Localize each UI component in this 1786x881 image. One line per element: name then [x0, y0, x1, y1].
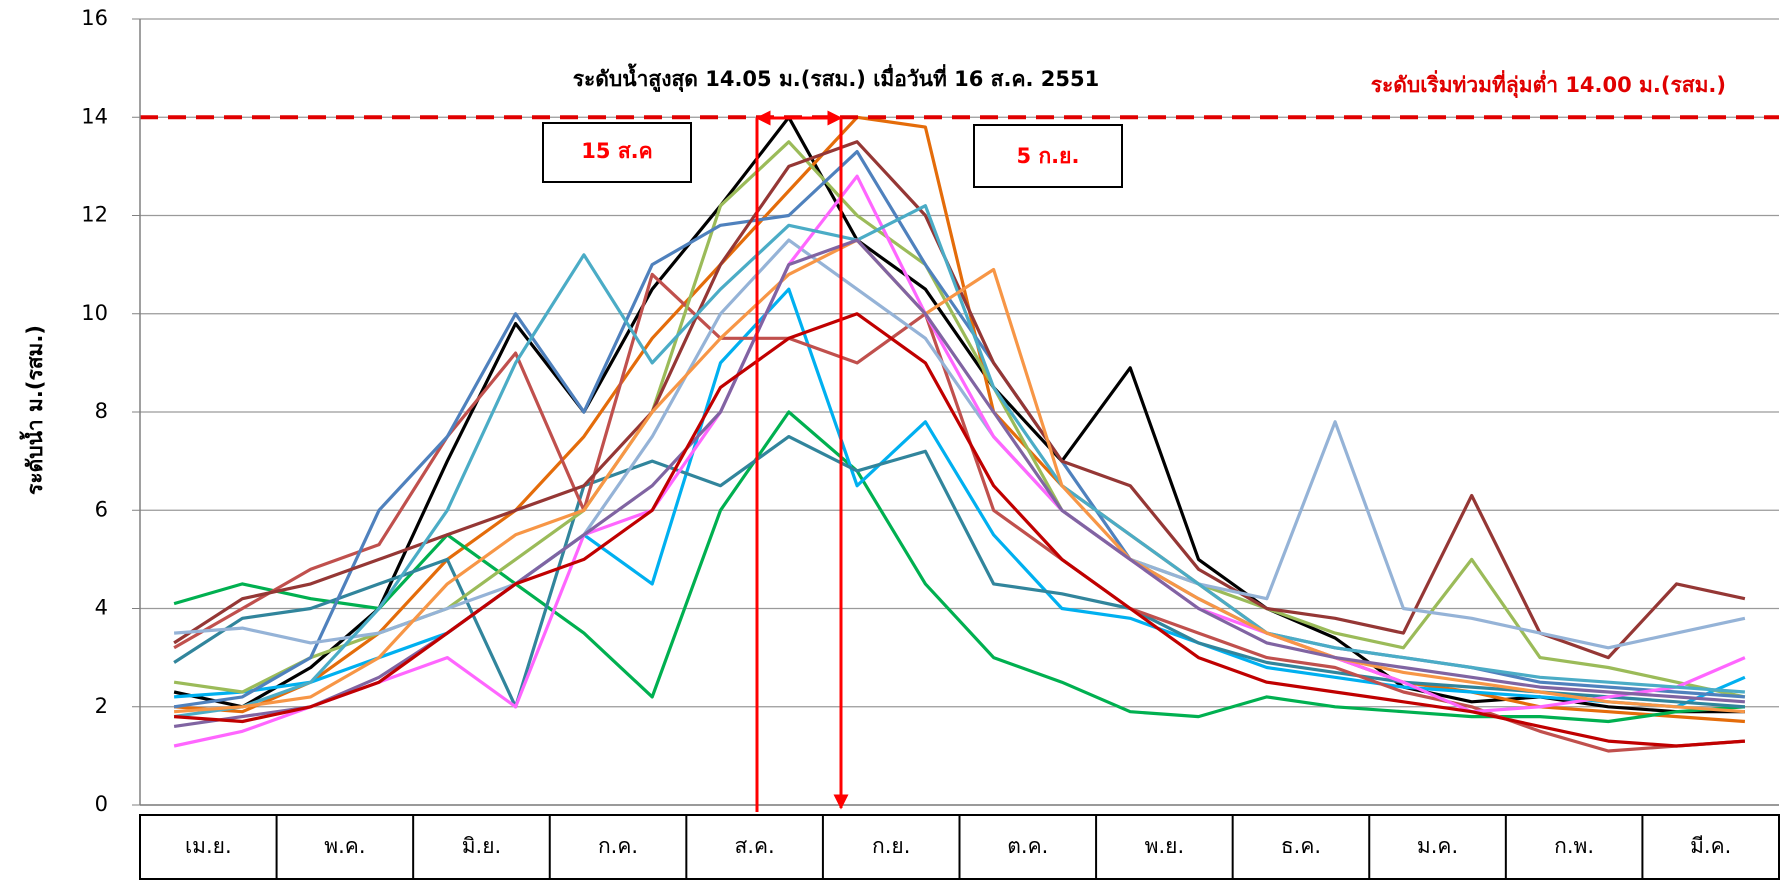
x-tick-label: มิ.ย.: [462, 834, 502, 858]
x-tick-label: ก.พ.: [1554, 834, 1594, 858]
x-tick-label: ต.ค.: [1007, 834, 1048, 858]
series-line: [173, 140, 1746, 660]
marker-label: 5 ก.ย.: [1017, 144, 1080, 168]
series-line: [173, 115, 1746, 724]
marker-box: [542, 122, 692, 183]
y-tick-label: 6: [95, 497, 108, 521]
y-tick-label: 2: [95, 694, 108, 718]
x-tick-label: ก.ค.: [598, 834, 638, 858]
y-tick-label: 10: [81, 301, 108, 325]
lines: [173, 115, 1746, 753]
month-table: เม.ย. พ.ค. มิ.ย. ก.ค. ส.ค. ก.ย. ต.ค. พ.ย. ธ.ค. ม.…: [139, 814, 1780, 880]
series-line: [173, 115, 1745, 714]
marker-box: [973, 124, 1123, 188]
x-tick-label: ม.ค.: [1417, 834, 1458, 858]
series-line: [173, 238, 1746, 650]
series-line: [173, 204, 1746, 719]
x-tick-label: เม.ย.: [185, 834, 232, 858]
y-tick-label: 4: [95, 596, 108, 620]
x-tick-label: มี.ค.: [1690, 834, 1731, 858]
series-line: [173, 410, 1746, 724]
x-tick-label: พ.ค.: [324, 834, 365, 858]
y-axis-label: ระดับน้ำ ม.(รสม.): [19, 325, 47, 495]
threshold-label: ระดับเริ่มท่วมที่ลุ่มต่ำ 14.00 ม.(รสม.): [1371, 69, 1726, 99]
annotation: ระดับน้ำสูงสุด 14.05 ม.(รสม.) เมื่อวันที…: [573, 63, 1100, 93]
x-tick-label: ก.ย.: [872, 834, 910, 858]
marker-label: 15 ส.ค: [581, 139, 652, 163]
series-line: [173, 272, 1746, 753]
x-tick-label: ส.ค.: [735, 834, 775, 858]
y-tick-label: 16: [81, 6, 108, 30]
series-line: [173, 140, 1746, 699]
series-line: [173, 435, 1746, 709]
x-tick-label: ธ.ค.: [1281, 834, 1321, 858]
series-line: [173, 287, 1746, 709]
y-tick-label: 14: [81, 104, 108, 128]
series-line: [173, 238, 1746, 714]
series-line: [173, 174, 1746, 748]
y-tick-label: 12: [81, 203, 108, 227]
y-tick-label: 8: [95, 399, 108, 423]
x-tick-label: พ.ย.: [1145, 834, 1185, 858]
series-line: [173, 312, 1746, 748]
y-tick-label: 0: [95, 792, 108, 816]
